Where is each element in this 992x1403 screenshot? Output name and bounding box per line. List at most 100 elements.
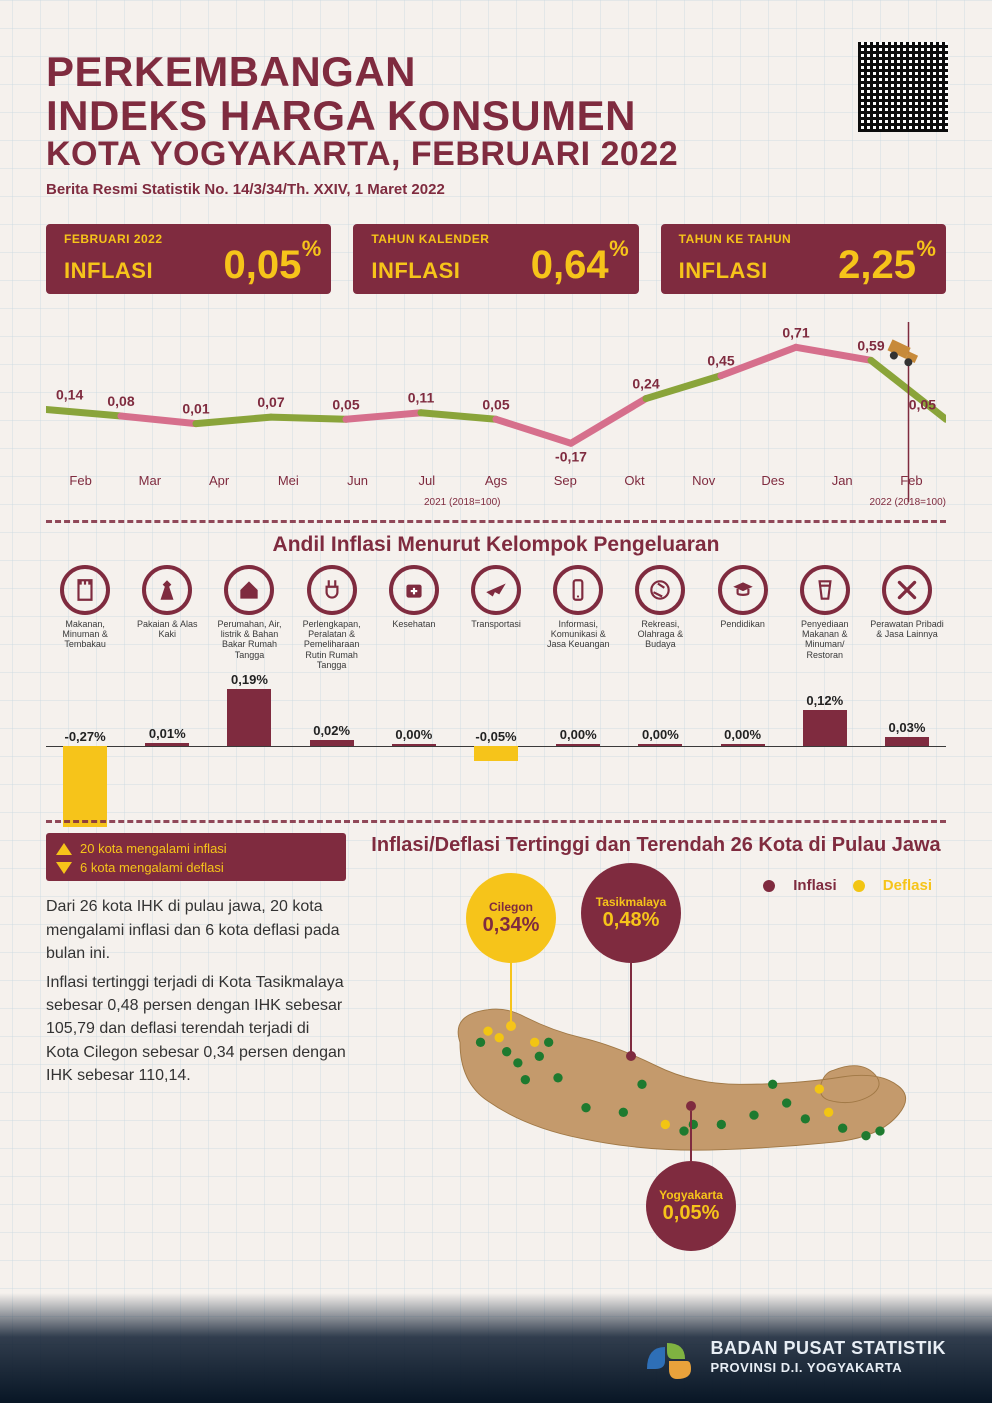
category-label: Makanan, Minuman & Tembakau (46, 619, 124, 667)
category-value: 0,00% (621, 727, 699, 742)
month-label: Jul (392, 473, 461, 488)
kpi-period: TAHUN KE TAHUN (679, 232, 792, 246)
categories-title: Andil Inflasi Menurut Kelompok Pengeluar… (46, 533, 946, 557)
category-label: Penyediaan Makanan & Minuman/ Restoran (786, 619, 864, 667)
map-pin: Tasikmalaya 0,48% (581, 863, 681, 1061)
month-label: Mar (115, 473, 184, 488)
kpi-label: INFLASI (64, 258, 153, 284)
kpi-value: 0,05 (223, 243, 301, 288)
kpi-unit: % (916, 236, 936, 262)
kpi-value: 2,25 (838, 243, 916, 288)
map-pin: Cilegon 0,34% (466, 873, 556, 1031)
legend-deflasi: 6 kota mengalami deflasi (56, 858, 336, 877)
month-label: Feb (46, 473, 115, 488)
title-line: INDEKS HARGA KONSUMEN (46, 94, 946, 138)
title-line: PERKEMBANGAN (46, 50, 946, 94)
kpi-period: TAHUN KALENDER (371, 232, 489, 246)
category-bar: 0,01% (128, 676, 206, 806)
category-label: Pakaian & Alas Kaki (128, 619, 206, 667)
category-item: Perlengkapan, Peralatan & Pemeliharaan R… (293, 565, 371, 671)
category-item: Pendidikan (704, 565, 782, 671)
category-value: 0,12% (786, 693, 864, 708)
month-label: Jun (323, 473, 392, 488)
header: PERKEMBANGANINDEKS HARGA KONSUMENKOTA YO… (46, 50, 946, 198)
category-value: 0,19% (210, 672, 288, 687)
kpi-box: TAHUN KE TAHUN INFLASI 2,25% (661, 224, 946, 294)
svg-text:0,05: 0,05 (482, 396, 509, 412)
category-item: Kesehatan (375, 565, 453, 671)
footer: BADAN PUSAT STATISTIK PROVINSI D.I. YOGY… (641, 1329, 947, 1385)
category-value: -0,27% (46, 729, 124, 744)
footer-province: PROVINSI D.I. YOGYAKARTA (711, 1360, 947, 1376)
kpi-label: INFLASI (371, 258, 460, 284)
category-bar: 0,03% (868, 676, 946, 806)
category-bar: 0,00% (621, 676, 699, 806)
category-bars: -0,27% 0,01% 0,19%0,02% 0,00% -0,05% 0,00% 0,0… (46, 676, 946, 806)
category-item: Pakaian & Alas Kaki (128, 565, 206, 671)
category-item: Informasi, Komunikasi & Jasa Keuangan (539, 565, 617, 671)
kpi-value: 0,64 (531, 243, 609, 288)
category-bar: 0,19% (210, 676, 288, 806)
month-label: Jan (808, 473, 877, 488)
category-bar: 0,00% (539, 676, 617, 806)
food-icon (60, 565, 110, 615)
category-value: 0,00% (375, 727, 453, 742)
month-label: Okt (600, 473, 669, 488)
kpi-period: FEBRUARI 2022 (64, 232, 163, 246)
legend-inflasi: 20 kota mengalami inflasi (56, 839, 336, 858)
category-item: Transportasi (457, 565, 535, 671)
svg-text:0,45: 0,45 (707, 352, 734, 368)
category-item: Penyediaan Makanan & Minuman/ Restoran (786, 565, 864, 671)
svg-text:0,07: 0,07 (257, 394, 284, 410)
title-subline: KOTA YOGYAKARTA, FEBRUARI 2022 (46, 137, 946, 172)
tools-icon (882, 565, 932, 615)
svg-text:0,71: 0,71 (782, 324, 809, 340)
pin-city: Yogyakarta (659, 1188, 723, 1202)
category-item: Rekreasi, Olahraga & Budaya (621, 565, 699, 671)
category-bar: 0,02% (293, 676, 371, 806)
category-label: Pendidikan (704, 619, 782, 667)
footer-org: BADAN PUSAT STATISTIK (711, 1338, 947, 1360)
category-label: Perawatan Pribadi & Jasa Lainnya (868, 619, 946, 667)
category-value: 0,01% (128, 726, 206, 741)
category-item: Perumahan, Air, listrik & Bahan Bakar Ru… (210, 565, 288, 671)
month-label: Des (738, 473, 807, 488)
map-section: 20 kota mengalami inflasi6 kota mengalam… (46, 833, 946, 1093)
phone-icon (553, 565, 603, 615)
category-icons-row: Makanan, Minuman & TembakauPakaian & Ala… (46, 565, 946, 671)
month-label: Sep (531, 473, 600, 488)
svg-text:0,11: 0,11 (408, 389, 435, 405)
health-icon (389, 565, 439, 615)
category-value: 0,00% (704, 727, 782, 742)
pin-city: Cilegon (489, 900, 533, 914)
category-value: -0,05% (457, 729, 535, 744)
separator (46, 520, 946, 523)
kpi-row: FEBRUARI 2022 INFLASI 0,05% TAHUN KALENDER I… (46, 224, 946, 294)
inflation-line-chart: 0,140,080,010,070,050,110,05-0,170,240,4… (46, 312, 946, 512)
kpi-box: TAHUN KALENDER INFLASI 0,64% (353, 224, 638, 294)
svg-text:0,08: 0,08 (107, 393, 134, 409)
map-title: Inflasi/Deflasi Tertinggi dan Terendah 2… (366, 833, 946, 858)
svg-text:0,59: 0,59 (857, 337, 884, 353)
category-item: Perawatan Pribadi & Jasa Lainnya (868, 565, 946, 671)
kpi-label: INFLASI (679, 258, 768, 284)
category-item: Makanan, Minuman & Tembakau (46, 565, 124, 671)
category-bar: -0,05% (457, 676, 535, 806)
plug-icon (307, 565, 357, 615)
separator (46, 820, 946, 823)
ball-icon (635, 565, 685, 615)
kpi-box: FEBRUARI 2022INFLASI0,05% (46, 224, 331, 294)
map-pin: Yogyakarta 0,05% (646, 1103, 736, 1251)
category-value: 0,03% (868, 720, 946, 735)
house-icon (224, 565, 274, 615)
category-bar: 0,12% (786, 676, 864, 806)
month-label: Mei (254, 473, 323, 488)
svg-text:0,05: 0,05 (332, 396, 359, 412)
category-label: Transportasi (457, 619, 535, 667)
svg-text:0,05: 0,05 (909, 396, 936, 412)
category-label: Perlengkapan, Peralatan & Pemeliharaan R… (293, 619, 371, 671)
category-label: Rekreasi, Olahraga & Budaya (621, 619, 699, 667)
category-bar: 0,00% (375, 676, 453, 806)
kpi-unit: % (609, 236, 629, 262)
pin-value: 0,05% (663, 1202, 720, 1225)
